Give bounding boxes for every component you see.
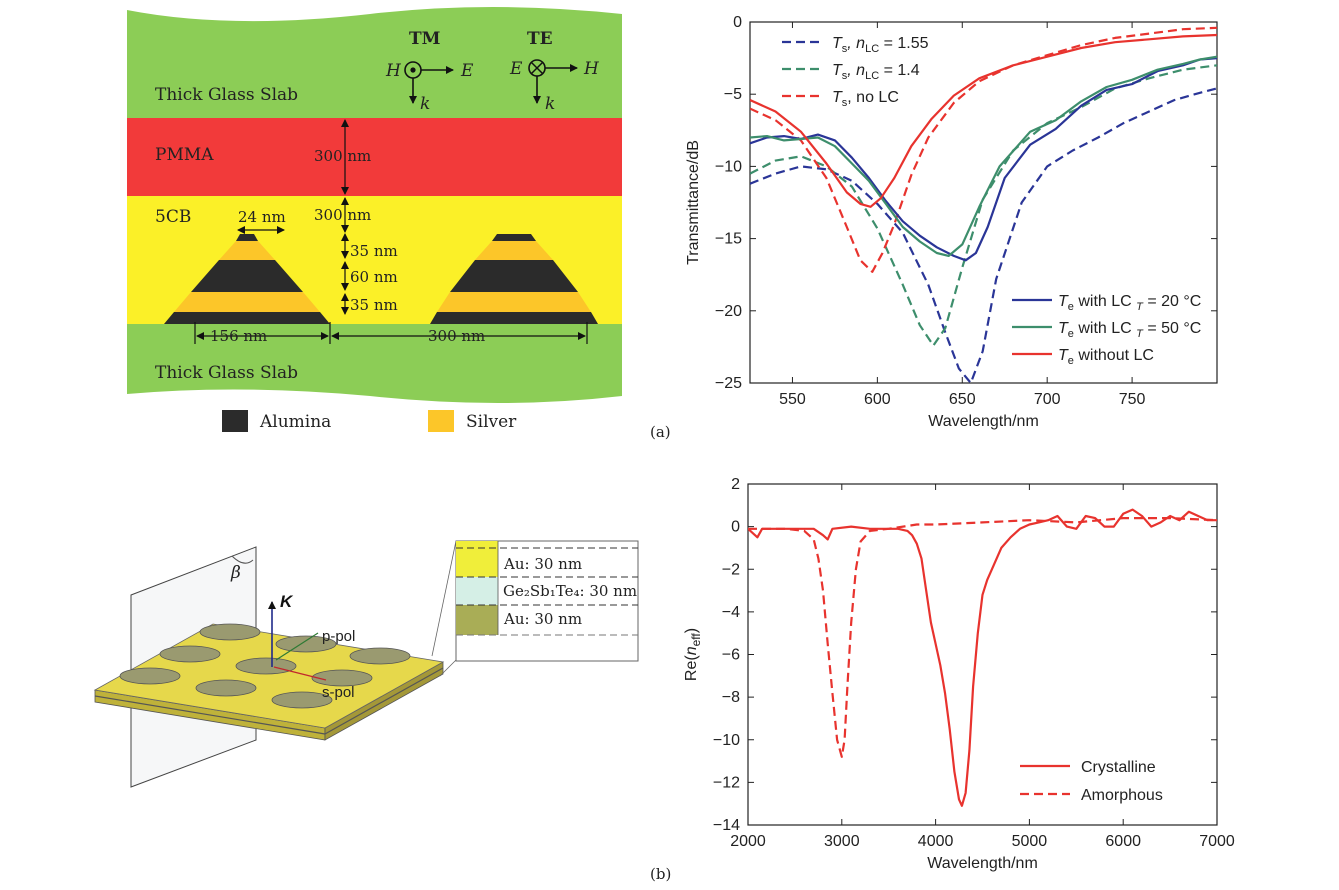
x-tick-label: 600 (864, 391, 891, 408)
legend-silver: Silver (466, 412, 517, 432)
series-line-1 (748, 517, 1217, 758)
x-tick-label: 700 (1034, 391, 1061, 408)
y-tick-label: −6 (722, 647, 740, 664)
y-tick-label: 0 (733, 14, 742, 31)
nanostructure-left (164, 234, 330, 324)
metasurface-diagram: β K p-pol s-pol (93, 540, 671, 883)
x-tick-label: 6000 (1105, 833, 1141, 850)
x-tick-label: 550 (779, 391, 806, 408)
label-tm-e: E (460, 61, 474, 81)
dim-base-width: 156 nm (210, 327, 267, 345)
panel-label-a: (a) (650, 423, 671, 441)
x-tick-label: 3000 (824, 833, 860, 850)
inset-layer-top: Au: 30 nm (503, 555, 582, 573)
legend-swatch-silver (428, 410, 454, 432)
y-tick-label: −20 (715, 303, 742, 320)
series-line-5 (750, 33, 1217, 208)
x-axis-label: Wavelength/nm (927, 855, 1038, 872)
x-tick-label: 750 (1119, 391, 1146, 408)
dim-period: 300 nm (428, 327, 485, 345)
label-s-pol: s-pol (322, 684, 355, 701)
panel-label-b: (b) (650, 865, 671, 883)
dim-layer2: 60 nm (350, 268, 398, 286)
label-glass-top: Thick Glass Slab (155, 85, 298, 105)
inset-layer-mid: Ge₂Sb₁Te₄: 30 nm (503, 582, 637, 600)
y-tick-label: −14 (713, 817, 740, 834)
y-tick-label: −4 (722, 604, 740, 621)
label-glass-bottom: Thick Glass Slab (155, 363, 298, 383)
y-tick-label: −2 (722, 561, 740, 578)
wavevector-k: K (280, 592, 294, 611)
legend-label-b-0: Crystalline (1081, 759, 1156, 776)
plot-frame (749, 21, 1218, 384)
y-tick-label: 0 (731, 519, 740, 536)
dim-pmma: 300 nm (314, 147, 371, 165)
label-5cb: 5CB (155, 207, 191, 227)
y-tick-label: −25 (715, 375, 742, 392)
label-te-k: k (545, 94, 555, 114)
legend-label-0: Ts, nLC = 1.55 (832, 35, 929, 55)
series-line-0 (750, 87, 1217, 383)
label-tm-h: H (385, 61, 402, 81)
legend-alumina: Alumina (259, 412, 331, 432)
series-group (748, 508, 1217, 807)
glass-top-layer (127, 7, 622, 118)
x-axis-label: Wavelength/nm (928, 413, 1039, 430)
y-axis-label: Re(neff) (683, 628, 703, 681)
legend-label-1: Ts, nLC = 1.4 (832, 62, 920, 82)
series-group (750, 26, 1217, 383)
series-line-3 (750, 57, 1217, 262)
effective-index-chart: 2000 3000 4000 5000 6000 7000 2 0 −2 −4 −6 −8 −10 −12… (683, 476, 1235, 872)
layer-inset: Au: 30 nm Ge₂Sb₁Te₄: 30 nm Au: 30 nm (455, 540, 639, 662)
label-te-e: E (509, 59, 523, 79)
y-axis-label: Transmittance/dB (685, 140, 702, 265)
legend-label-b-1: Amorphous (1081, 787, 1163, 804)
legend-label-4: Te with LC T = 50 °C (1058, 320, 1201, 340)
y-tick-label: −8 (722, 689, 740, 706)
x-tick-label: 4000 (918, 833, 954, 850)
layer-stack-diagram: Thick Glass Slab PMMA 5CB Thick Glass Sl… (127, 7, 671, 441)
legend-swatch-alumina (222, 410, 248, 432)
y-tick-label: −15 (715, 231, 742, 248)
hole-array (119, 623, 411, 709)
y-tick-label: −10 (713, 732, 740, 749)
series-line-4 (750, 55, 1217, 257)
legend-label-5: Te without LC (1058, 347, 1154, 367)
x-tick-label: 650 (949, 391, 976, 408)
nanostructure-right (430, 234, 598, 324)
y-tick-label: −5 (724, 86, 742, 103)
pmma-layer (127, 118, 622, 196)
series-line-1 (750, 64, 1217, 347)
y-tick-label: −10 (715, 158, 742, 175)
dim-layer3: 35 nm (350, 296, 398, 314)
label-tm: TM (409, 29, 441, 49)
x-tick-label: 2000 (730, 833, 766, 850)
dim-layer1: 35 nm (350, 242, 398, 260)
label-te-h: H (583, 59, 600, 79)
label-pmma: PMMA (155, 145, 214, 165)
glass-bottom-layer (127, 324, 622, 403)
inset-layer-bottom: Au: 30 nm (503, 610, 582, 628)
y-tick-label: 2 (731, 476, 740, 493)
y-tick-label: −12 (713, 774, 740, 791)
legend-label-3: Te with LC T = 20 °C (1058, 293, 1201, 313)
series-line-0 (748, 508, 1217, 807)
dim-top-width: 24 nm (238, 208, 286, 226)
angle-beta: β (230, 563, 241, 583)
transmittance-chart: 550 600 650 700 750 0 −5 −10 −15 −20 −25 Wavelength… (685, 14, 1218, 430)
label-p-pol: p-pol (322, 628, 355, 645)
label-tm-k: k (420, 94, 430, 114)
series-line-2 (750, 26, 1217, 273)
legend-label-2: Ts, no LC (832, 89, 899, 109)
x-tick-label: 5000 (1012, 833, 1048, 850)
x-tick-label: 7000 (1199, 833, 1235, 850)
dim-lc: 300 nm (314, 206, 371, 224)
label-te: TE (527, 29, 553, 49)
